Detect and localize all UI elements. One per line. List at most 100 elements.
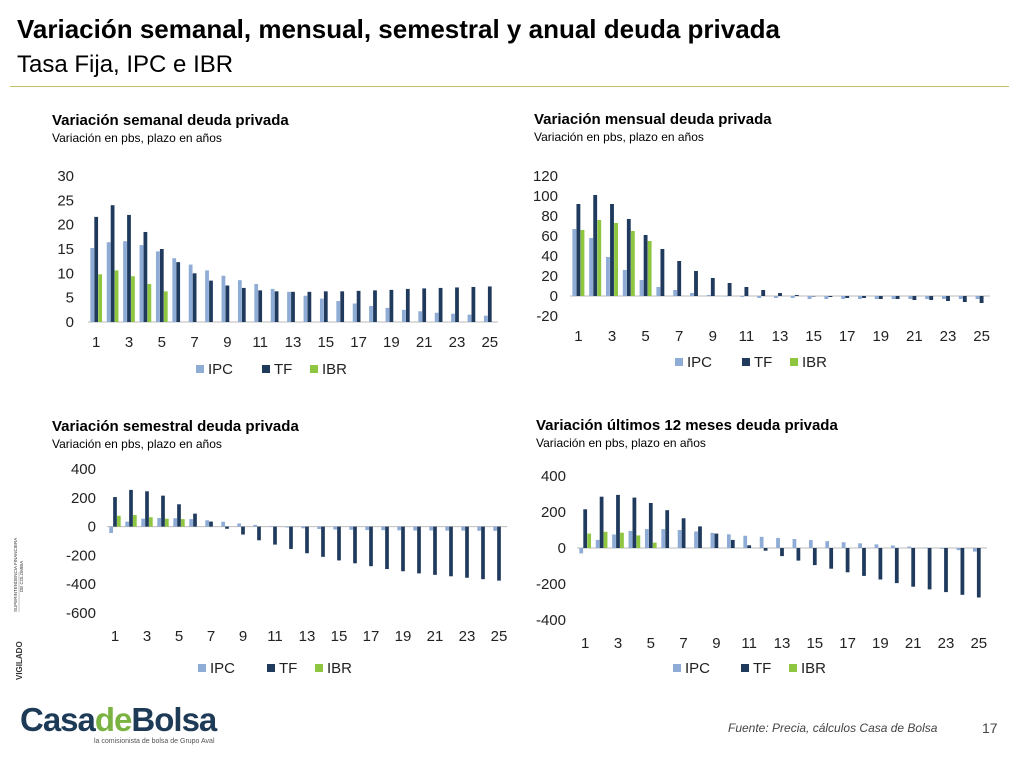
bar-tf [610, 204, 614, 296]
y-tick-label: 400 [541, 468, 566, 485]
bar-ipc [907, 546, 912, 548]
bar-ipc [349, 526, 353, 530]
x-tick-label: 5 [158, 334, 166, 351]
y-tick-label: -200 [66, 547, 96, 564]
bar-ipc [824, 296, 829, 299]
bar-tf [727, 283, 732, 296]
y-tick-label: 0 [66, 314, 74, 331]
y-tick-label: 10 [57, 265, 74, 282]
x-tick-label: 1 [111, 628, 119, 645]
bar-tf [960, 548, 965, 595]
bar-ipc [434, 312, 439, 322]
bar-ipc [694, 531, 698, 548]
x-tick-label: 11 [252, 334, 268, 351]
y-tick-label: 0 [88, 519, 96, 536]
bar-tf [845, 548, 850, 573]
bar-tf [373, 290, 377, 322]
bar-tf [321, 526, 325, 557]
bar-ipc [319, 298, 324, 322]
chart-subtitle: Variación en pbs, plazo en años [536, 436, 706, 450]
x-tick-label: 1 [92, 334, 100, 351]
legend-swatch-ibr [310, 365, 318, 373]
legend-label-ibr: IBR [327, 660, 352, 677]
bar-ipc [956, 548, 961, 551]
bar-tf [878, 296, 883, 299]
bar-tf [433, 526, 437, 575]
bar-ipc [874, 296, 879, 299]
legend-label-tf: TF [753, 660, 771, 677]
bar-tf [946, 296, 950, 301]
y-tick-label: -400 [536, 612, 566, 629]
x-tick-label: 25 [970, 635, 987, 652]
bar-tf [225, 526, 229, 529]
bar-ipc [644, 529, 649, 548]
legend-swatch-ibr [790, 358, 798, 366]
bar-ipc [940, 548, 944, 549]
x-tick-label: 21 [906, 328, 923, 345]
y-tick-label: 400 [71, 461, 96, 478]
bar-tf [829, 548, 834, 569]
bar-ipc [925, 296, 930, 299]
y-tick-label: 40 [541, 248, 558, 265]
bar-tf [110, 205, 115, 322]
y-tick-label: 120 [533, 168, 558, 185]
bar-tf [714, 533, 719, 548]
y-tick-label: 0 [550, 288, 558, 305]
bar-tf [796, 548, 801, 561]
bar-tf [353, 526, 357, 564]
x-tick-label: 9 [709, 328, 717, 345]
legend-label-ibr: IBR [802, 354, 827, 371]
bar-tf [369, 526, 373, 567]
bar-tf [389, 289, 394, 322]
y-tick-label: 30 [57, 168, 74, 185]
bar-ibr [114, 270, 119, 322]
legend-label-ibr: IBR [801, 660, 826, 677]
bar-tf [273, 526, 277, 545]
x-tick-label: 17 [350, 334, 367, 351]
legend-swatch-ipc [675, 358, 683, 366]
bar-ipc [254, 284, 259, 322]
bar-ipc [589, 238, 594, 296]
bar-ibr [165, 518, 169, 527]
bar-ipc [221, 521, 225, 527]
bar-ipc [825, 541, 830, 548]
bar-tf [161, 495, 165, 527]
bar-tf [159, 249, 164, 322]
bar-tf [894, 548, 899, 584]
bar-ibr [630, 231, 635, 296]
bar-tf [113, 497, 117, 527]
bar-ibr [117, 515, 121, 527]
bar-ibr [147, 284, 152, 322]
bar-ipc [173, 518, 177, 527]
x-tick-label: 11 [267, 628, 283, 645]
bar-tf [912, 296, 917, 300]
bar-ipc [451, 313, 455, 322]
bar-ipc [106, 242, 111, 322]
x-tick-label: 9 [712, 635, 720, 652]
bar-ipc [706, 295, 711, 296]
bar-ipc [661, 529, 666, 548]
bar-ipc [445, 526, 449, 531]
bar-tf [979, 296, 984, 303]
bar-tf [471, 286, 476, 322]
x-tick-label: 13 [772, 328, 789, 345]
bar-tf [225, 285, 230, 322]
x-tick-label: 19 [395, 628, 412, 645]
bar-ipc [891, 296, 896, 299]
bar-ipc [673, 290, 678, 296]
bar-tf [465, 526, 469, 578]
bar-tf [643, 235, 648, 296]
bar-ipc [237, 523, 241, 527]
bar-tf [257, 526, 261, 541]
bar-tf [763, 548, 768, 551]
bar-ibr [652, 542, 657, 548]
bar-ibr [603, 531, 608, 548]
bar-ipc [606, 257, 610, 296]
bar-ipc [253, 524, 257, 527]
bar-tf [794, 295, 799, 296]
bar-tf [94, 216, 99, 322]
x-tick-label: 7 [207, 628, 215, 645]
bar-tf [811, 296, 816, 297]
